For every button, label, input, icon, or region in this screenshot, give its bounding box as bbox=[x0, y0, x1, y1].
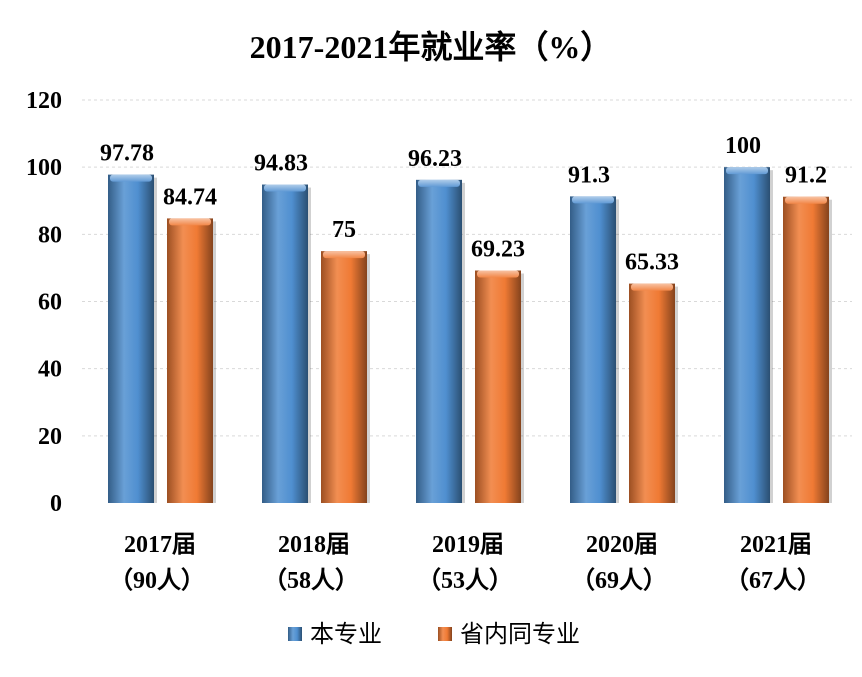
bar-cap bbox=[785, 196, 827, 204]
bar-province-major[interactable] bbox=[475, 270, 521, 503]
bar-this-major[interactable] bbox=[108, 174, 154, 503]
x-category-label: 2021届 bbox=[740, 532, 812, 558]
y-tick-label: 20 bbox=[38, 424, 62, 450]
legend[interactable]: 本专业 省内同专业 bbox=[288, 621, 580, 648]
data-label: 84.74 bbox=[163, 184, 217, 210]
x-category-label: 2017届 bbox=[124, 532, 196, 558]
bar-this-major[interactable] bbox=[570, 196, 616, 504]
y-tick-label: 0 bbox=[50, 491, 62, 517]
legend-swatch[interactable] bbox=[288, 627, 302, 641]
bars bbox=[108, 167, 832, 504]
bar-cap bbox=[572, 196, 614, 204]
x-axis-categories: 2017届 （90人） 2018届 （58人） 2019届 （53人） 2020届 （69人）… bbox=[109, 532, 821, 594]
bar-province-major[interactable] bbox=[629, 283, 675, 503]
bar-cap bbox=[323, 251, 365, 259]
bar-cap bbox=[264, 184, 306, 192]
bar-province-major[interactable] bbox=[783, 196, 829, 503]
data-label: 91.2 bbox=[785, 163, 827, 189]
y-tick-label: 60 bbox=[38, 290, 62, 316]
x-category-sublabel: （67人） bbox=[725, 567, 821, 594]
y-tick-label: 80 bbox=[38, 222, 62, 248]
bar-this-major[interactable] bbox=[724, 167, 770, 503]
x-category-label: 2018届 bbox=[278, 532, 350, 558]
x-category-sublabel: （53人） bbox=[417, 567, 513, 594]
x-category-label: 2020届 bbox=[586, 532, 658, 558]
y-tick-label: 40 bbox=[38, 357, 62, 383]
data-labels: 97.78 84.74 94.83 75 96.23 69.23 91.3 65.33 100 9… bbox=[100, 133, 827, 275]
data-label: 69.23 bbox=[471, 237, 525, 263]
bar-cap bbox=[110, 174, 152, 182]
legend-label[interactable]: 省内同专业 bbox=[460, 621, 580, 648]
bar-cap bbox=[631, 283, 673, 291]
data-label: 97.78 bbox=[100, 141, 154, 167]
bar-province-major[interactable] bbox=[167, 218, 213, 503]
y-tick-label: 100 bbox=[26, 155, 62, 181]
data-label: 94.83 bbox=[254, 151, 308, 177]
x-category-sublabel: （90人） bbox=[109, 567, 205, 594]
chart-title: 2017-2021年就业率（%） bbox=[250, 29, 613, 65]
data-label: 91.3 bbox=[568, 162, 610, 188]
bar-cap bbox=[169, 218, 211, 226]
x-category-sublabel: （58人） bbox=[263, 567, 359, 594]
bar-this-major[interactable] bbox=[416, 179, 462, 503]
legend-label[interactable]: 本专业 bbox=[310, 621, 382, 648]
data-label: 65.33 bbox=[625, 250, 679, 276]
bar-cap bbox=[726, 167, 768, 175]
data-label: 96.23 bbox=[408, 146, 462, 172]
x-category-label: 2019届 bbox=[432, 532, 504, 558]
bar-cap bbox=[418, 179, 460, 187]
bar-cap bbox=[477, 270, 519, 278]
data-label: 75 bbox=[332, 217, 356, 243]
bar-this-major[interactable] bbox=[262, 184, 308, 504]
y-axis-ticks: 0 20 40 60 80 100 120 bbox=[26, 88, 62, 517]
y-tick-label: 120 bbox=[26, 88, 62, 114]
legend-swatch[interactable] bbox=[438, 627, 452, 641]
data-label: 100 bbox=[725, 133, 761, 159]
x-category-sublabel: （69人） bbox=[571, 567, 667, 594]
bar-province-major[interactable] bbox=[321, 251, 367, 503]
